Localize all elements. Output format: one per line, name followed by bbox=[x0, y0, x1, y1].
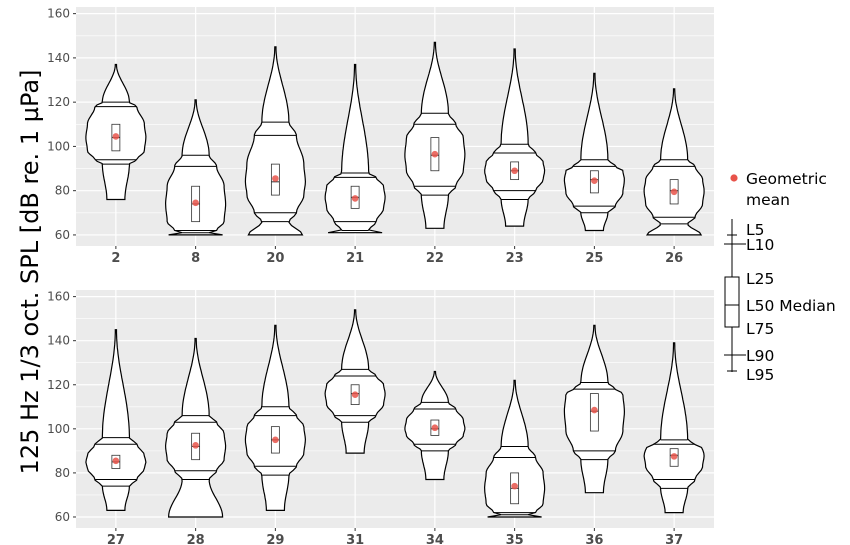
legend-l50: L50 Median bbox=[746, 297, 836, 315]
x-tick-label: 27 bbox=[107, 533, 125, 545]
y-tick-label: 100 bbox=[47, 139, 70, 153]
y-tick-label: 160 bbox=[47, 7, 70, 21]
legend-mean-label-line2: mean bbox=[746, 191, 790, 209]
x-tick-label: 36 bbox=[585, 533, 603, 545]
mean-point bbox=[112, 457, 120, 465]
violin-25 bbox=[563, 72, 625, 232]
y-tick-label: 100 bbox=[47, 422, 70, 436]
mean-point bbox=[670, 453, 678, 460]
y-tick-label: 140 bbox=[47, 51, 70, 65]
y-tick-label: 160 bbox=[47, 290, 70, 304]
panel-1: 60 80 100 120 140 160 2 8 20 21 22 23 25 26 bbox=[47, 7, 714, 266]
violin-21 bbox=[324, 63, 386, 234]
x-tick-label: 37 bbox=[665, 533, 683, 545]
violin-8 bbox=[164, 99, 227, 236]
y-tick-label: 60 bbox=[55, 228, 70, 242]
violin-28 bbox=[164, 337, 227, 518]
x-tick-label: 34 bbox=[426, 533, 444, 545]
y-tick-label: 120 bbox=[47, 95, 70, 109]
mean-point bbox=[112, 133, 120, 140]
legend-l75: L75 bbox=[746, 320, 774, 338]
violin-22 bbox=[404, 41, 466, 229]
x-tick-label: 26 bbox=[665, 251, 683, 266]
violin-29 bbox=[244, 324, 307, 511]
mean-point bbox=[192, 442, 199, 449]
legend-l95: L95 bbox=[746, 366, 774, 384]
x-tick-label: 28 bbox=[187, 533, 205, 545]
legend-mean-label-line1: Geometric bbox=[746, 170, 827, 188]
x-tick-label: 31 bbox=[346, 533, 364, 545]
violin-23 bbox=[484, 48, 546, 227]
mean-point bbox=[591, 406, 598, 414]
mean-point bbox=[351, 391, 359, 398]
violin-31 bbox=[324, 309, 386, 454]
mean-point bbox=[591, 177, 598, 185]
mean-point bbox=[431, 424, 439, 432]
mean-point bbox=[431, 150, 439, 158]
y-tick-label: 120 bbox=[47, 378, 70, 392]
legend-boxplot-key bbox=[724, 219, 746, 372]
mean-point bbox=[351, 195, 359, 202]
mean-point bbox=[670, 188, 678, 196]
x-tick-label: 22 bbox=[426, 251, 444, 266]
y-tick-label: 140 bbox=[47, 334, 70, 348]
x-tick-label: 2 bbox=[111, 251, 120, 266]
y-tick-label: 60 bbox=[55, 510, 70, 524]
y-tick-label: 80 bbox=[55, 466, 70, 480]
violin-20 bbox=[244, 46, 307, 236]
mean-point bbox=[272, 436, 279, 444]
violin-35 bbox=[483, 379, 546, 518]
mean-point bbox=[192, 199, 199, 207]
x-tick-label: 20 bbox=[266, 251, 284, 266]
x-tick-label: 25 bbox=[585, 251, 603, 266]
violin-27 bbox=[85, 329, 147, 511]
violin-26 bbox=[643, 88, 705, 236]
legend-l5: L5 bbox=[746, 221, 765, 239]
mean-point bbox=[511, 482, 518, 490]
panel-2: 60 80 100 120 140 160 27 28 29 31 34 35 36 37 bbox=[47, 290, 714, 545]
mean-point bbox=[272, 175, 279, 182]
y-axis-label: 125 Hz 1/3 oct. SPL [dB re. 1 µPa] bbox=[16, 70, 44, 475]
legend-mean-point bbox=[730, 174, 738, 182]
x-tick-label: 8 bbox=[191, 251, 200, 266]
x-tick-label: 35 bbox=[506, 533, 524, 545]
mean-point bbox=[511, 167, 518, 175]
y-tick-label: 80 bbox=[55, 184, 70, 198]
legend-l10: L10 bbox=[746, 236, 774, 254]
violin-37 bbox=[643, 342, 705, 514]
x-tick-label: 29 bbox=[266, 533, 284, 545]
legend-l25: L25 bbox=[746, 270, 774, 288]
legend: Geometric mean L5 L10 L25 L50 Median L75… bbox=[724, 170, 836, 384]
legend-l90: L90 bbox=[746, 347, 774, 365]
x-tick-label: 21 bbox=[346, 251, 364, 266]
x-tick-label: 23 bbox=[506, 251, 524, 266]
